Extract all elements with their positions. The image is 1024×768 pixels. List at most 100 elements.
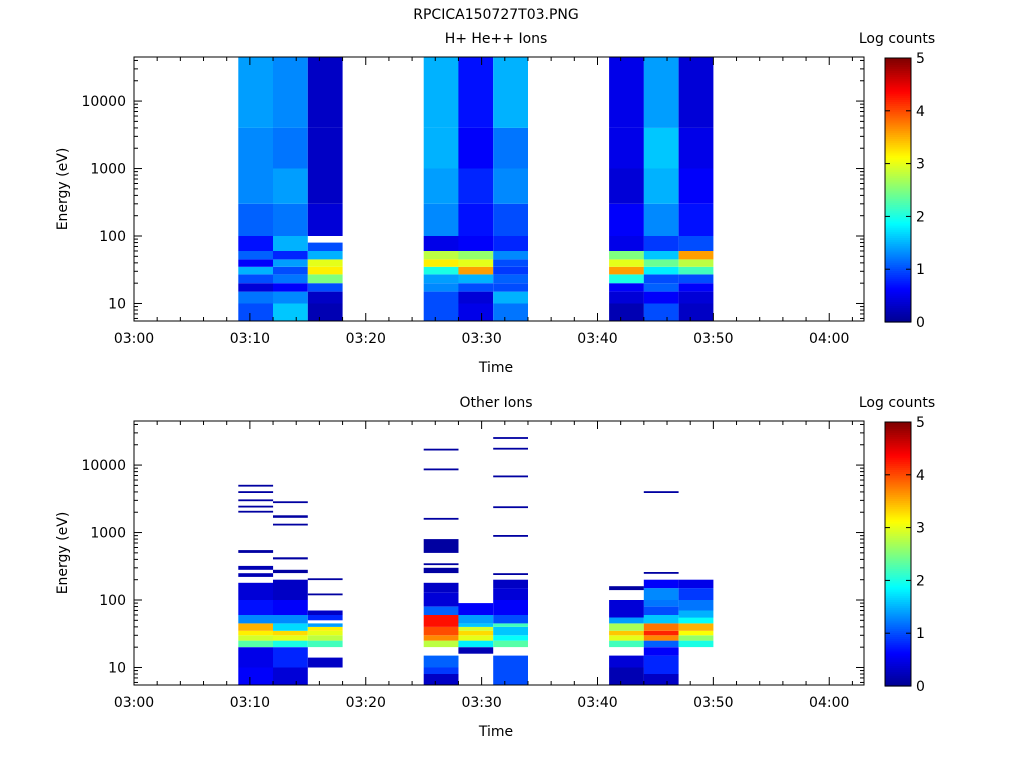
- heatmap-cell: [493, 251, 528, 260]
- x-tick-label: 03:50: [693, 695, 733, 711]
- colorbar-swatch: [885, 582, 911, 586]
- heatmap-cell: [643, 491, 679, 493]
- heatmap-cell: [643, 203, 679, 236]
- colorbar-swatch: [885, 95, 911, 98]
- colorbar-swatch: [885, 169, 911, 173]
- colorbar-swatch: [885, 675, 911, 679]
- heatmap-cell: [238, 484, 274, 487]
- heatmap-cell: [643, 291, 679, 304]
- heatmap-cell: [423, 640, 459, 648]
- colorbar-swatch: [885, 483, 911, 487]
- colorbar-swatch: [885, 247, 911, 251]
- heatmap-cell: [423, 606, 459, 615]
- colorbar-swatch: [885, 521, 911, 524]
- heatmap-cell: [238, 291, 274, 304]
- colorbar-swatch: [885, 642, 911, 646]
- heatmap-cell: [273, 283, 308, 292]
- heatmap-cell: [609, 203, 644, 236]
- heatmap-cell: [238, 600, 274, 615]
- x-tick-label: 03:50: [693, 331, 733, 347]
- colorbar-swatch: [885, 457, 911, 460]
- colorbar-swatch: [885, 562, 911, 565]
- colorbar-swatch: [885, 154, 911, 158]
- colorbar-swatch: [885, 663, 911, 666]
- heatmap-cell: [493, 623, 528, 627]
- heatmap-cell: [238, 510, 274, 513]
- colorbar-swatch: [885, 591, 911, 594]
- colorbar-swatch: [885, 309, 911, 313]
- heatmap-cell: [423, 592, 459, 607]
- colorbar-swatch: [885, 62, 911, 65]
- colorbar-swatch: [885, 440, 911, 444]
- heatmap-cell: [238, 57, 274, 128]
- colorbar-swatch: [885, 500, 911, 504]
- colorbar-swatch: [885, 150, 911, 154]
- heatmap-cell: [238, 127, 274, 169]
- x-tick-label: 03:20: [346, 331, 386, 347]
- heatmap-cell: [678, 283, 714, 292]
- colorbar-swatch: [885, 533, 911, 537]
- colorbar-swatch: [885, 638, 911, 642]
- colorbar-swatch: [885, 301, 911, 305]
- heatmap-cell: [273, 523, 308, 526]
- colorbar-swatch: [885, 223, 911, 226]
- colorbar-swatch: [885, 467, 911, 471]
- heatmap-cell: [423, 266, 459, 275]
- colorbar-swatch: [885, 463, 911, 466]
- colorbar-swatch: [885, 278, 911, 282]
- colorbar-swatch: [885, 428, 911, 431]
- heatmap-cell: [678, 635, 714, 641]
- colorbar-tick-label: 5: [916, 415, 925, 431]
- colorbar-swatch: [885, 471, 911, 475]
- colorbar-tick-label: 2: [916, 209, 925, 225]
- heatmap-cell: [238, 168, 274, 204]
- heatmap-cell: [493, 259, 528, 267]
- heatmap-cell: [273, 600, 308, 615]
- colorbar-swatch: [885, 311, 911, 315]
- heatmap-cell: [238, 499, 274, 502]
- colorbar-swatch: [885, 231, 911, 234]
- y-tick-label: 10000: [81, 458, 126, 474]
- colorbar-tick-label: 3: [916, 157, 925, 173]
- colorbar-swatch: [885, 117, 911, 121]
- heatmap-cell: [643, 572, 679, 574]
- heatmap-cell: [423, 251, 459, 260]
- heatmap-cell: [458, 635, 494, 641]
- heatmap-cell: [307, 168, 343, 204]
- colorbar-swatch: [885, 264, 911, 267]
- colorbar-swatch: [885, 105, 911, 109]
- colorbar-swatch: [885, 508, 911, 512]
- heatmap-cell: [678, 600, 714, 611]
- heatmap-cell: [458, 259, 494, 267]
- colorbar-swatch: [885, 280, 911, 284]
- heatmap-cell: [458, 640, 494, 648]
- heatmap-cell: [458, 57, 494, 128]
- heatmap-cell: [458, 647, 494, 654]
- colorbar-swatch: [885, 270, 911, 274]
- heatmap-cell: [609, 667, 644, 685]
- heatmap-cell: [643, 236, 679, 251]
- heatmap-cell: [238, 303, 274, 321]
- colorbar-swatch: [885, 589, 911, 592]
- heatmap-cell: [643, 640, 679, 648]
- heatmap-cell: [643, 674, 679, 685]
- heatmap-cell: [493, 573, 528, 575]
- x-tick-label: 03:40: [577, 695, 617, 711]
- colorbar-swatch: [885, 574, 911, 578]
- heatmap-cell: [273, 274, 308, 284]
- colorbar-swatch: [885, 650, 911, 654]
- colorbar-swatch: [885, 572, 911, 576]
- heatmap-cell: [307, 657, 343, 668]
- colorbar-swatch: [885, 206, 911, 210]
- heatmap-cell: [609, 168, 644, 204]
- colorbar-swatch: [885, 214, 911, 218]
- heatmap-cell: [423, 563, 459, 566]
- heatmap-cell: [643, 303, 679, 321]
- colorbar-swatch: [885, 256, 911, 259]
- colorbar-swatch: [885, 543, 911, 547]
- heatmap-cell: [273, 203, 308, 236]
- colorbar-swatch: [885, 124, 911, 127]
- heatmap-cell: [273, 640, 308, 648]
- colorbar-swatch: [885, 628, 911, 631]
